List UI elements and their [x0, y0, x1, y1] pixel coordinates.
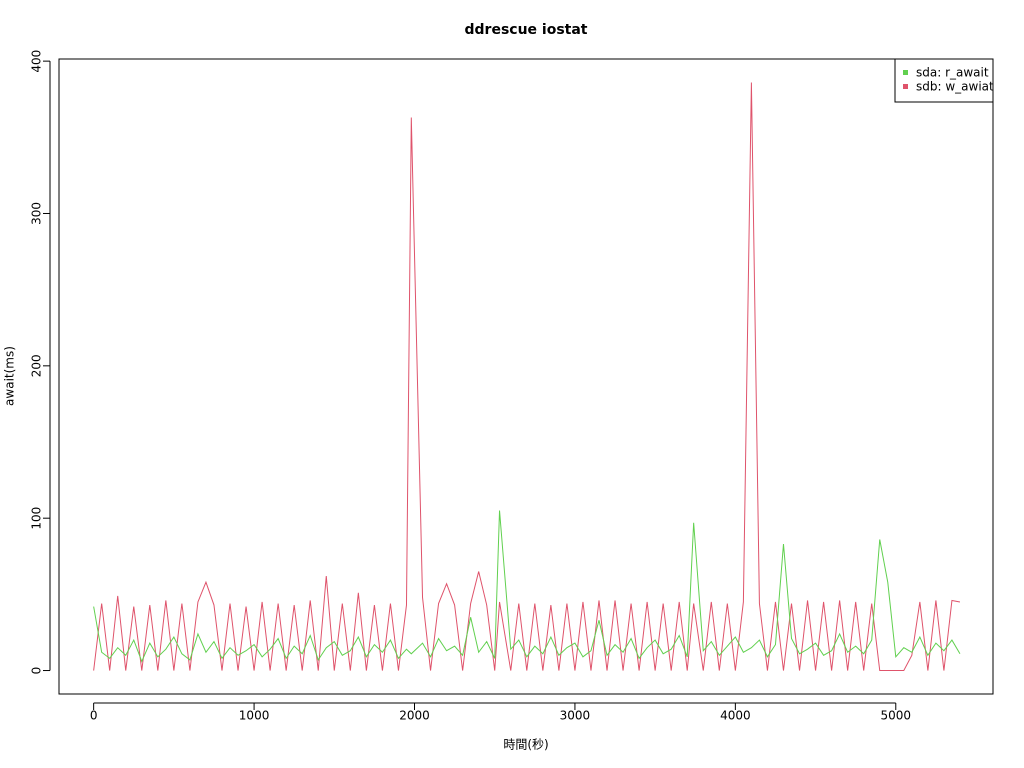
chart-title: ddrescue iostat — [465, 22, 588, 38]
x-tick-label: 0 — [90, 709, 98, 723]
legend-box — [894, 58, 994, 103]
legend-swatch — [903, 84, 908, 89]
legend-label: sdb: w_awiat — [916, 80, 994, 94]
x-tick-label: 5000 — [881, 709, 912, 723]
x-axis-label: 時間(秒) — [503, 738, 548, 752]
x-tick-label: 4000 — [720, 709, 751, 723]
y-tick-label: 0 — [30, 667, 44, 675]
legend-label: sda: r_await — [916, 66, 989, 80]
x-tick-label: 3000 — [560, 709, 591, 723]
plot-frame — [58, 58, 994, 695]
y-tick-label: 400 — [29, 50, 43, 73]
x-tick-label: 2000 — [399, 709, 430, 723]
series-line — [93, 82, 961, 672]
y-tick-label: 300 — [30, 202, 44, 225]
series-line — [93, 510, 961, 663]
y-axis-label: await(ms) — [3, 346, 17, 406]
x-tick-label: 1000 — [239, 709, 270, 723]
y-tick-label: 100 — [30, 507, 44, 530]
legend-swatch — [903, 70, 908, 75]
y-tick-label: 200 — [30, 354, 44, 377]
